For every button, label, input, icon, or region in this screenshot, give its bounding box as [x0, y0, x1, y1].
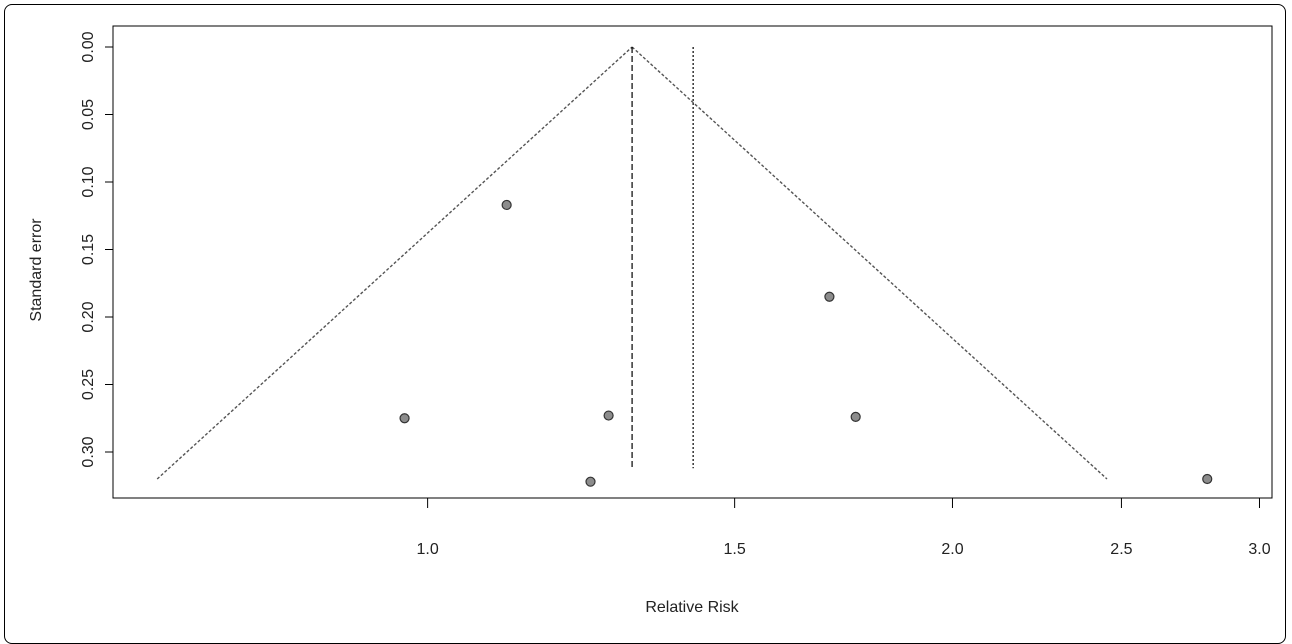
data-points — [399, 199, 1213, 487]
data-point — [399, 413, 410, 424]
data-point — [824, 291, 835, 302]
y-tick-label: 0.30 — [80, 436, 97, 467]
reference-lines — [631, 47, 694, 469]
y-tick-label: 0.05 — [80, 99, 97, 130]
data-point — [1202, 473, 1213, 485]
y-tick-label: 0.00 — [80, 31, 97, 62]
y-tick-label: 0.25 — [80, 369, 97, 400]
y-axis-title: Standard error — [28, 218, 45, 322]
data-point — [501, 199, 512, 211]
data-point — [603, 410, 614, 421]
funnel-left-line — [156, 46, 633, 480]
funnel-right-line — [631, 46, 1108, 480]
data-point — [585, 476, 596, 487]
data-point — [850, 411, 861, 422]
y-tick-label: 0.20 — [80, 301, 97, 332]
x-tick-label: 3.0 — [1248, 541, 1270, 558]
x-axis-title: Relative Risk — [645, 599, 739, 616]
x-tick-label: 1.0 — [416, 541, 438, 558]
x-tick-label: 2.5 — [1110, 541, 1132, 558]
funnel-layer — [156, 46, 1108, 480]
axes-layer: 1.0 1.5 2.0 2.5 3.0 0.00 0.05 0.10 0.15 0.20 0.25 0… — [80, 25, 1273, 558]
x-tick-label: 1.5 — [724, 541, 746, 558]
y-tick-label: 0.15 — [80, 234, 97, 265]
x-tick-label: 2.0 — [941, 541, 963, 558]
funnel-plot: 1.0 1.5 2.0 2.5 3.0 0.00 0.05 0.10 0.15 0.20 0.25 0… — [28, 25, 1273, 616]
y-tick-label: 0.10 — [80, 166, 97, 197]
plot-box — [112, 25, 1273, 499]
